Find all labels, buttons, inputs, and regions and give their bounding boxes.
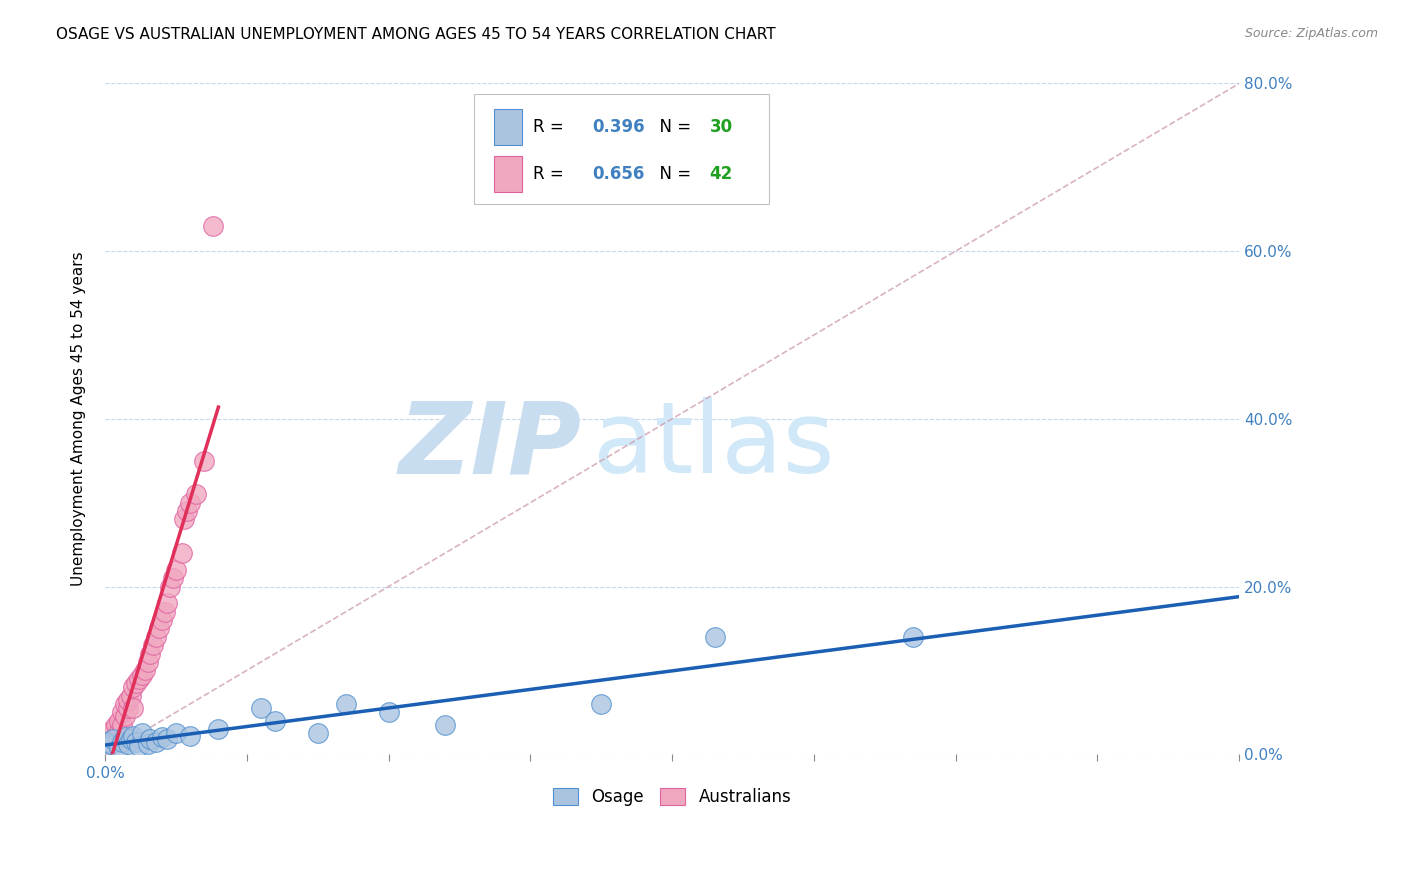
Point	[136, 737, 159, 751]
Text: atlas: atlas	[593, 397, 834, 494]
Point	[150, 613, 173, 627]
Point	[131, 667, 153, 681]
Point	[103, 732, 125, 747]
Point	[108, 740, 131, 755]
Point	[100, 737, 122, 751]
Point	[434, 718, 457, 732]
Point	[114, 731, 136, 745]
Point	[264, 714, 287, 728]
Point	[111, 706, 134, 720]
Point	[114, 697, 136, 711]
Point	[100, 726, 122, 740]
Text: 30: 30	[710, 118, 733, 136]
Point	[150, 731, 173, 745]
Point	[94, 739, 117, 753]
Point	[120, 689, 142, 703]
Point	[122, 701, 145, 715]
Point	[159, 580, 181, 594]
Point	[128, 672, 150, 686]
Point	[307, 726, 329, 740]
Text: 42: 42	[710, 165, 733, 183]
Point	[139, 732, 162, 747]
Point	[148, 622, 170, 636]
Point	[179, 496, 201, 510]
Point	[145, 734, 167, 748]
Text: Source: ZipAtlas.com: Source: ZipAtlas.com	[1244, 27, 1378, 40]
Point	[142, 638, 165, 652]
Point	[184, 487, 207, 501]
Point	[125, 734, 148, 748]
Point	[170, 546, 193, 560]
FancyBboxPatch shape	[474, 94, 769, 204]
Point	[105, 718, 128, 732]
Point	[117, 692, 139, 706]
Point	[193, 454, 215, 468]
Point	[131, 726, 153, 740]
Point	[114, 709, 136, 723]
Text: 0.396: 0.396	[593, 118, 645, 136]
Point	[103, 732, 125, 747]
Text: R =: R =	[533, 165, 568, 183]
Point	[156, 596, 179, 610]
Point	[105, 729, 128, 743]
Point	[120, 732, 142, 747]
Point	[108, 723, 131, 738]
Point	[591, 697, 613, 711]
Point	[117, 701, 139, 715]
FancyBboxPatch shape	[494, 155, 523, 193]
Text: OSAGE VS AUSTRALIAN UNEMPLOYMENT AMONG AGES 45 TO 54 YEARS CORRELATION CHART: OSAGE VS AUSTRALIAN UNEMPLOYMENT AMONG A…	[56, 27, 776, 42]
Point	[145, 630, 167, 644]
Point	[117, 737, 139, 751]
Point	[139, 647, 162, 661]
Point	[250, 701, 273, 715]
Text: 0.656: 0.656	[593, 165, 645, 183]
Point	[134, 664, 156, 678]
Point	[335, 697, 357, 711]
Text: ZIP: ZIP	[398, 397, 581, 494]
Point	[176, 504, 198, 518]
Point	[136, 655, 159, 669]
Text: N =: N =	[650, 165, 697, 183]
Point	[125, 676, 148, 690]
Point	[103, 722, 125, 736]
Text: N =: N =	[650, 118, 697, 136]
Point	[97, 739, 120, 753]
Point	[100, 737, 122, 751]
Point	[207, 722, 229, 736]
Point	[901, 630, 924, 644]
Point	[201, 219, 224, 233]
Legend: Osage, Australians: Osage, Australians	[546, 781, 799, 813]
Point	[108, 714, 131, 728]
Point	[162, 571, 184, 585]
Point	[111, 718, 134, 732]
Point	[122, 680, 145, 694]
Point	[128, 739, 150, 753]
Point	[97, 734, 120, 748]
Point	[165, 563, 187, 577]
Point	[97, 731, 120, 745]
Point	[165, 726, 187, 740]
Point	[703, 630, 725, 644]
Point	[111, 734, 134, 748]
FancyBboxPatch shape	[494, 109, 523, 145]
Point	[122, 729, 145, 743]
Text: R =: R =	[533, 118, 568, 136]
Point	[153, 605, 176, 619]
Point	[179, 729, 201, 743]
Point	[94, 734, 117, 748]
Point	[377, 706, 399, 720]
Point	[173, 512, 195, 526]
Point	[156, 732, 179, 747]
Y-axis label: Unemployment Among Ages 45 to 54 years: Unemployment Among Ages 45 to 54 years	[72, 252, 86, 586]
